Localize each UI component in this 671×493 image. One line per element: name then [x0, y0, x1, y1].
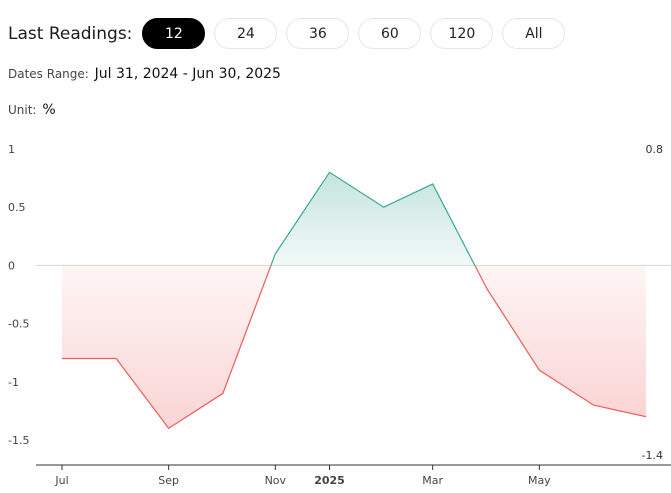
unit-info: Unit: %	[8, 102, 56, 118]
range-button-60[interactable]: 60	[358, 18, 422, 49]
last-readings-label: Last Readings:	[8, 23, 133, 44]
negative-area-2	[474, 265, 646, 417]
dates-range: Dates Range: Jul 31, 2024 - Jun 30, 2025	[8, 66, 281, 82]
positive-area-1	[270, 172, 475, 266]
negative-area-0	[62, 265, 271, 429]
negative-series-line-0	[62, 265, 272, 430]
min-value-label: -1.4	[642, 449, 663, 462]
y-tick-label-3: -0.5	[8, 318, 29, 331]
max-value-label: 0.8	[646, 143, 664, 156]
dates-range-value: Jul 31, 2024 - Jun 30, 2025	[94, 66, 281, 82]
range-button-12[interactable]: 12	[142, 18, 206, 49]
dates-range-label: Dates Range:	[8, 67, 89, 81]
unit-label: Unit:	[8, 103, 37, 117]
x-tick-label-4: Mar	[422, 474, 443, 487]
y-tick-label-1: 0.5	[8, 201, 26, 214]
y-tick-label-5: -1.5	[8, 434, 29, 447]
range-button-24[interactable]: 24	[214, 18, 278, 49]
y-tick-label-4: -1	[8, 376, 19, 389]
x-tick-label-5: May	[528, 474, 551, 487]
x-tick-label-2: Nov	[265, 474, 287, 487]
unit-value: %	[42, 102, 56, 118]
x-tick-label-1: Sep	[158, 474, 179, 487]
x-tick-label-0: Jul	[54, 474, 68, 487]
positive-series-line-1	[270, 171, 476, 266]
negative-series-line-2	[474, 265, 647, 418]
y-tick-label-0: 1	[8, 143, 15, 156]
readings-toolbar: Last Readings: 12 24 36 60 120 All	[8, 17, 574, 50]
range-button-all[interactable]: All	[502, 18, 566, 49]
x-tick-label-3: 2025	[314, 474, 345, 487]
range-button-36[interactable]: 36	[286, 18, 350, 49]
y-tick-label-2: 0	[8, 259, 15, 272]
range-button-120[interactable]: 120	[430, 18, 494, 49]
